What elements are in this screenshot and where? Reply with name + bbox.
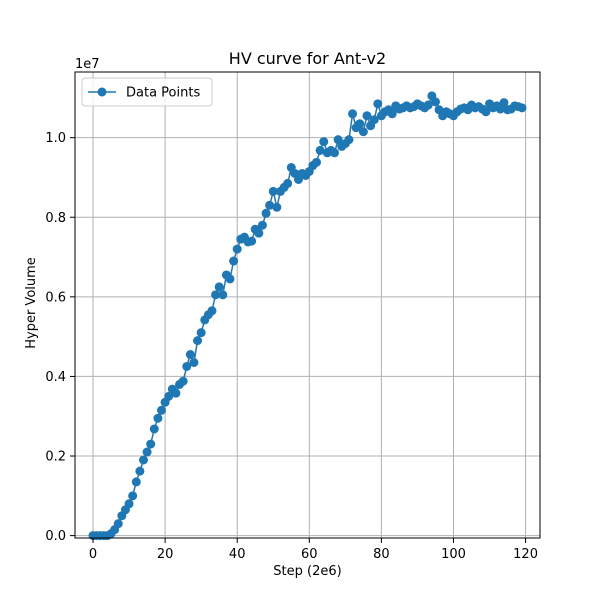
data-point <box>113 519 123 529</box>
data-point <box>207 306 217 316</box>
data-point <box>358 127 368 137</box>
legend-marker-swatch <box>97 87 107 97</box>
data-point <box>218 290 228 300</box>
data-point <box>312 157 322 167</box>
x-axis-label: Step (2e6) <box>273 564 341 579</box>
grid-layer <box>75 72 540 538</box>
data-point <box>315 145 325 155</box>
data-point <box>135 466 145 476</box>
data-point <box>178 376 188 386</box>
data-point <box>185 350 195 360</box>
data-point <box>171 388 181 398</box>
x-tick-label: 60 <box>301 547 318 562</box>
x-tick-label: 40 <box>229 547 246 562</box>
data-point <box>344 135 354 145</box>
data-point <box>229 256 239 266</box>
data-point <box>214 282 224 292</box>
data-point <box>362 111 372 121</box>
y-axis-label: Hyper Volume <box>24 257 39 349</box>
data-point <box>193 336 203 346</box>
y-tick-label: 0.0 <box>45 529 66 544</box>
x-tick-label: 80 <box>373 547 390 562</box>
data-point <box>164 391 174 401</box>
tick-layer: 0 20 40 60 80 100 120 0.0 0.2 0.4 0.6 0.8 1.0 <box>45 131 538 562</box>
data-point <box>430 97 440 107</box>
data-point <box>124 499 134 509</box>
legend-box <box>81 77 213 107</box>
data-point <box>182 361 192 371</box>
data-point <box>254 228 264 238</box>
data-point <box>348 109 358 119</box>
data-point <box>131 477 141 487</box>
plot-frame <box>74 71 541 539</box>
data-point <box>319 137 329 147</box>
x-tick-label: 0 <box>89 547 97 562</box>
data-point <box>333 135 343 145</box>
chart-title: HV curve for Ant-v2 <box>229 49 386 68</box>
data-point <box>232 244 242 254</box>
data-point <box>373 99 383 109</box>
data-point <box>499 98 509 108</box>
data-point <box>423 100 433 110</box>
data-point <box>138 455 148 465</box>
data-point <box>247 236 257 246</box>
data-point <box>265 200 275 210</box>
data-point <box>189 358 199 367</box>
y-tick-label: 1.0 <box>45 131 66 146</box>
data-point <box>146 439 156 449</box>
data-point <box>257 220 267 230</box>
y-tick-label: 0.6 <box>45 290 66 305</box>
data-point <box>355 119 365 129</box>
data-point <box>268 186 278 196</box>
y-tick-label: 0.4 <box>45 370 66 385</box>
data-point <box>211 290 221 300</box>
x-tick-label: 20 <box>157 547 174 562</box>
x-tick-label: 120 <box>513 547 538 562</box>
y-tick-label: 0.2 <box>45 450 66 465</box>
data-point <box>330 148 340 158</box>
data-point <box>369 115 379 125</box>
x-tick-label: 100 <box>441 547 466 562</box>
series-layer <box>88 91 527 541</box>
data-point <box>225 274 235 284</box>
data-point <box>142 447 152 457</box>
data-point <box>261 208 271 218</box>
legend: Data Points <box>81 77 213 107</box>
data-point <box>272 202 282 212</box>
data-point <box>196 328 206 338</box>
data-point <box>149 424 159 434</box>
data-point <box>128 491 138 501</box>
data-point <box>153 413 163 423</box>
legend-label: Data Points <box>126 86 200 101</box>
data-point <box>283 178 293 188</box>
data-point <box>517 103 527 113</box>
data-point <box>157 405 167 415</box>
data-point <box>481 107 491 117</box>
y-axis-scale-label: 1e7 <box>75 57 100 72</box>
data-point <box>387 109 397 119</box>
y-tick-label: 0.8 <box>45 211 66 226</box>
